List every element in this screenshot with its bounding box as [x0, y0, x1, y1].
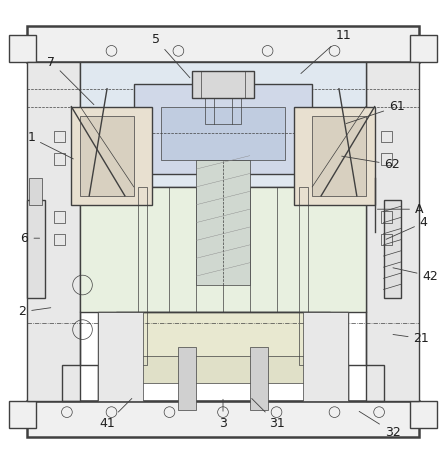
- Text: 11: 11: [301, 29, 351, 74]
- Bar: [381, 212, 392, 223]
- Bar: [384, 200, 401, 298]
- Text: 5: 5: [152, 33, 190, 78]
- Bar: [312, 116, 366, 196]
- Bar: [54, 212, 65, 223]
- Bar: [54, 131, 65, 142]
- Bar: [205, 98, 241, 125]
- Text: 32: 32: [359, 411, 401, 439]
- Text: 4: 4: [386, 216, 428, 239]
- Text: 42: 42: [393, 268, 438, 282]
- Bar: [29, 178, 42, 205]
- Bar: [9, 401, 36, 428]
- Text: 3: 3: [219, 399, 227, 430]
- Text: 61: 61: [346, 100, 405, 124]
- Bar: [196, 160, 250, 285]
- Bar: [138, 187, 147, 365]
- Bar: [9, 35, 36, 62]
- Bar: [381, 234, 392, 245]
- Text: 7: 7: [47, 56, 94, 105]
- Text: 21: 21: [393, 332, 429, 345]
- Bar: [134, 84, 312, 174]
- Bar: [134, 357, 312, 383]
- Bar: [410, 401, 437, 428]
- Bar: [98, 312, 143, 401]
- Bar: [54, 153, 65, 165]
- Text: 62: 62: [342, 156, 401, 171]
- Bar: [27, 401, 419, 437]
- Text: 41: 41: [99, 399, 132, 430]
- Bar: [410, 35, 437, 62]
- Bar: [27, 200, 45, 298]
- Bar: [192, 71, 254, 98]
- Bar: [27, 26, 419, 62]
- Bar: [178, 347, 196, 410]
- Bar: [366, 62, 419, 401]
- Text: 2: 2: [18, 305, 51, 318]
- Bar: [98, 312, 348, 401]
- Bar: [161, 106, 285, 160]
- Bar: [54, 234, 65, 245]
- Bar: [348, 365, 384, 401]
- Bar: [250, 347, 268, 410]
- Bar: [27, 62, 80, 401]
- Bar: [71, 106, 152, 205]
- Bar: [299, 187, 308, 365]
- Text: 6: 6: [21, 232, 40, 244]
- Bar: [303, 312, 348, 401]
- Bar: [381, 131, 392, 142]
- Bar: [294, 106, 375, 205]
- Text: 1: 1: [27, 131, 73, 159]
- Text: 31: 31: [252, 399, 285, 430]
- Bar: [80, 116, 134, 196]
- Bar: [381, 153, 392, 165]
- Bar: [80, 187, 366, 312]
- Bar: [116, 312, 330, 365]
- Bar: [80, 62, 366, 187]
- Bar: [62, 365, 98, 401]
- Text: A: A: [377, 203, 424, 216]
